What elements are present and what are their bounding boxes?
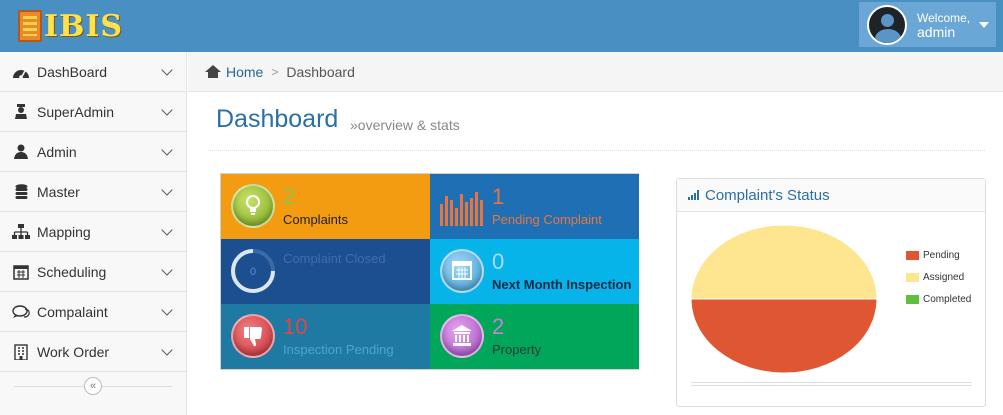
stat-tile-property[interactable]: 2 Property	[430, 304, 639, 369]
database-icon	[11, 184, 31, 200]
sidebar-item-label: DashBoard	[37, 63, 108, 80]
sidebar-item-superadmin[interactable]: SuperAdmin	[0, 92, 186, 132]
institution-icon	[440, 314, 484, 358]
chevron-down-icon	[161, 223, 173, 236]
home-icon[interactable]	[205, 64, 221, 79]
sidebar-item-master[interactable]: Master	[0, 172, 186, 212]
sidebar-item-label: Work Order	[37, 343, 110, 360]
caret-down-icon	[979, 21, 990, 28]
sidebar: DashBoard SuperAdmin Admin Master Mappin…	[0, 52, 187, 415]
sidebar-item-admin[interactable]: Admin	[0, 132, 186, 172]
stat-label: Inspection Pending	[283, 342, 394, 357]
user-menu-button[interactable]: Welcome, admin	[859, 2, 996, 47]
complaint-status-pie-chart	[690, 224, 878, 374]
super-admin-icon	[11, 104, 31, 120]
stat-value: 1	[492, 184, 505, 209]
page-title: Dashboard	[216, 105, 339, 133]
signal-bars-icon	[688, 190, 699, 200]
sidebar-item-label: Compalaint	[37, 303, 108, 320]
chevron-down-icon	[161, 143, 173, 156]
stat-tile-complaints[interactable]: 2 Complaints	[221, 174, 430, 239]
sidebar-item-label: Scheduling	[37, 263, 107, 280]
stat-value: 10	[283, 314, 308, 339]
comments-icon	[11, 304, 31, 320]
stat-label: Next Month Inspection	[492, 277, 632, 292]
chevron-down-icon	[161, 103, 173, 116]
breadcrumb-current: Dashboard	[286, 63, 355, 80]
sidebar-item-label: SuperAdmin	[37, 103, 115, 120]
chevron-down-icon	[161, 63, 173, 76]
pie-slice-pending	[690, 298, 878, 374]
sidebar-item-label: Admin	[37, 143, 77, 160]
chevron-down-icon	[161, 263, 173, 276]
calendar-icon	[440, 249, 484, 293]
stat-value: 0	[492, 249, 505, 274]
bar-chart-icon	[440, 192, 483, 226]
chevron-down-icon	[161, 183, 173, 196]
progress-ring-icon: 0	[231, 249, 275, 293]
sidebar-item-scheduling[interactable]: Scheduling	[0, 252, 186, 292]
calendar-icon	[11, 264, 31, 280]
panel-title: Complaint's Status	[705, 186, 830, 204]
legend-swatch	[906, 250, 919, 260]
stat-value: 2	[492, 314, 505, 339]
stat-label: Pending Complaint	[492, 212, 602, 227]
stat-tile-next-month-inspection[interactable]: 0 Next Month Inspection	[430, 239, 639, 304]
lightbulb-icon	[231, 184, 275, 228]
sidebar-item-label: Mapping	[37, 223, 91, 240]
legend-item-assigned: Assigned	[906, 266, 971, 288]
sidebar-item-work-order[interactable]: Work Order	[0, 332, 186, 372]
legend-label: Completed	[923, 293, 972, 305]
sidebar-item-mapping[interactable]: Mapping	[0, 212, 186, 252]
stat-label: Property	[492, 342, 542, 357]
stat-label: Complaint Closed	[283, 251, 386, 266]
thumbs-down-icon	[231, 314, 275, 358]
panel-header: Complaint's Status	[677, 179, 985, 212]
legend-swatch	[906, 272, 919, 282]
username: admin	[917, 23, 956, 40]
stat-tile-inspection-pending[interactable]: 10 Inspection Pending	[221, 304, 430, 369]
stat-value: 2	[283, 184, 296, 209]
legend-label: Assigned	[923, 271, 965, 283]
stat-tile-pending-complaint[interactable]: 1 Pending Complaint	[430, 174, 639, 239]
breadcrumb: Home > Dashboard	[188, 52, 1003, 92]
logo-text: IBIS	[44, 8, 124, 44]
chevron-down-icon	[161, 303, 173, 316]
top-header: IBIS Welcome, admin	[0, 0, 1003, 52]
building-icon	[11, 343, 31, 360]
collapse-sidebar-button[interactable]: «	[84, 377, 102, 395]
chevron-down-icon	[161, 343, 173, 356]
legend-item-pending: Pending	[906, 244, 971, 266]
sitemap-icon	[11, 224, 31, 240]
divider	[208, 150, 985, 151]
pie-slice-assigned	[690, 224, 878, 300]
sidebar-item-label: Master	[37, 183, 80, 200]
building-logo-icon	[18, 10, 42, 42]
complaint-status-panel: Complaint's Status Pending Assigned Comp…	[676, 178, 986, 407]
welcome-text: Welcome, admin	[917, 11, 970, 39]
breadcrumb-home-link[interactable]: Home	[226, 63, 264, 80]
stat-tile-complaint-closed[interactable]: 0 Complaint Closed	[221, 239, 430, 304]
ibis-logo[interactable]: IBIS	[18, 8, 123, 44]
dashboard-icon	[11, 64, 31, 80]
legend-item-completed: Completed	[906, 288, 971, 310]
sidebar-collapse-row: «	[0, 372, 186, 400]
progress-ring-value: 0	[250, 266, 256, 278]
chart-legend: Pending Assigned Completed	[906, 244, 971, 310]
sidebar-item-dashboard[interactable]: DashBoard	[0, 52, 186, 92]
breadcrumb-separator: >	[271, 64, 279, 79]
sidebar-item-complaint[interactable]: Compalaint	[0, 292, 186, 332]
legend-label: Pending	[923, 249, 960, 261]
stats-grid: 2 Complaints 1 Pending Complaint 0 Compl…	[220, 173, 639, 370]
welcome-label: Welcome,	[917, 10, 971, 25]
user-icon	[11, 144, 31, 160]
stat-label: Complaints	[283, 212, 349, 227]
panel-footer-divider	[691, 382, 972, 386]
page-subtitle: »overview & stats	[350, 117, 460, 133]
legend-swatch	[906, 294, 919, 304]
avatar	[867, 4, 907, 45]
